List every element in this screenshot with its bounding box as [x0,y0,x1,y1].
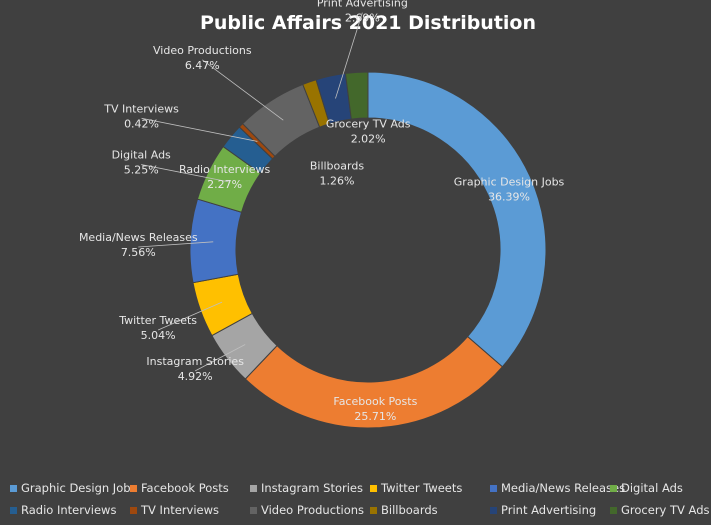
leader-line-media-news-releases [138,241,214,248]
leader-line-tv-interviews [141,117,258,142]
label-twitter-tweets: Twitter Tweets [118,314,197,327]
legend-label: Billboards [381,503,438,517]
leader-line-twitter-tweets [157,301,223,331]
legend-label: Digital Ads [621,481,683,495]
label-media-news-releases: Media/News Releases [79,231,198,244]
chart-title: Public Affairs 2021 Distribution [200,12,536,34]
legend-label: Video Productions [261,503,365,517]
legend-swatch [250,484,257,492]
value-digital-ads: 5.25% [124,164,159,177]
legend-item-facebook-posts[interactable]: Facebook Posts [130,479,229,497]
legend-swatch [610,484,617,492]
leader-line-video-productions [202,59,284,121]
slice-media-news-releases[interactable] [189,198,243,284]
legend-item-twitter-tweets[interactable]: Twitter Tweets [370,479,462,497]
label-grocery-tv-ads: Grocery TV Ads [326,117,411,130]
legend-item-media-news-releases[interactable]: Media/News Releases [490,479,625,497]
legend-swatch [610,506,617,514]
label-billboards: Billboards [310,160,364,173]
legend-item-graphic-design-jobs[interactable]: Graphic Design Jobs [10,479,137,497]
value-radio-interviews: 2.27% [207,178,242,191]
value-tv-interviews: 0.42% [124,117,159,130]
legend-swatch [370,506,377,514]
data-labels: Graphic Design Jobs 36.39% Facebook Posts 2… [79,0,565,423]
label-tv-interviews: TV Interviews [103,102,179,115]
legend-swatch [490,506,497,514]
legend-item-tv-interviews[interactable]: TV Interviews [130,501,219,519]
label-digital-ads: Digital Ads [112,149,171,162]
leader-lines [138,12,363,372]
label-print-advertising: Print Advertising [317,0,408,10]
legend-label: Print Advertising [501,503,597,517]
legend-item-billboards[interactable]: Billboards [370,501,438,519]
legend-label: Instagram Stories [261,481,363,495]
slices-layer [189,71,547,429]
legend-swatch [10,484,17,492]
legend-item-grocery-tv-ads[interactable]: Grocery TV Ads [610,501,710,519]
legend-item-instagram-stories[interactable]: Instagram Stories [250,479,363,497]
value-instagram-stories: 4.92% [178,370,213,383]
legend-item-video-productions[interactable]: Video Productions [250,501,364,519]
label-graphic-design-jobs: Graphic Design Jobs [454,176,565,189]
leader-line-print-advertising [335,12,363,99]
value-facebook-posts: 25.71% [354,410,396,423]
legend-swatch [250,506,257,514]
slice-grocery-tv-ads[interactable] [344,71,369,120]
legend-swatch [10,506,17,514]
leader-line-digital-ads [141,164,229,183]
label-instagram-stories: Instagram Stories [146,355,244,368]
legend-label: Twitter Tweets [381,481,463,495]
value-grocery-tv-ads: 2.02% [351,132,386,145]
legend-swatch [130,484,137,492]
legend-label: Grocery TV Ads [621,503,710,517]
legend-label: TV Interviews [141,503,220,517]
label-facebook-posts: Facebook Posts [333,395,417,408]
value-graphic-design-jobs: 36.39% [488,191,530,204]
legend-item-radio-interviews[interactable]: Radio Interviews [10,501,116,519]
label-radio-interviews: Radio Interviews [179,163,271,176]
legend-swatch [370,484,377,492]
legend-label: Media/News Releases [501,481,626,495]
value-video-productions: 6.47% [185,59,220,72]
value-print-advertising: 2.69% [345,12,380,25]
value-media-news-releases: 7.56% [121,246,156,259]
legend-label: Radio Interviews [21,503,117,517]
slice-graphic-design-jobs[interactable] [367,71,547,368]
legend-swatch [130,506,137,514]
value-billboards: 1.26% [319,175,354,188]
legend-label: Graphic Design Jobs [21,481,137,495]
legend-swatch [490,484,497,492]
legend-item-print-advertising[interactable]: Print Advertising [490,501,596,519]
value-twitter-tweets: 5.04% [141,329,176,342]
leader-line-instagram-stories [194,344,246,372]
legend-label: Facebook Posts [141,481,229,495]
label-video-productions: Video Productions [153,44,252,57]
legend-item-digital-ads[interactable]: Digital Ads [610,479,683,497]
